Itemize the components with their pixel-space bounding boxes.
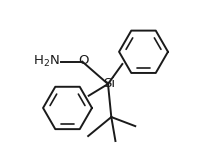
- Text: H$_2$N: H$_2$N: [33, 54, 60, 69]
- Text: O: O: [78, 54, 89, 67]
- Text: Si: Si: [103, 77, 115, 91]
